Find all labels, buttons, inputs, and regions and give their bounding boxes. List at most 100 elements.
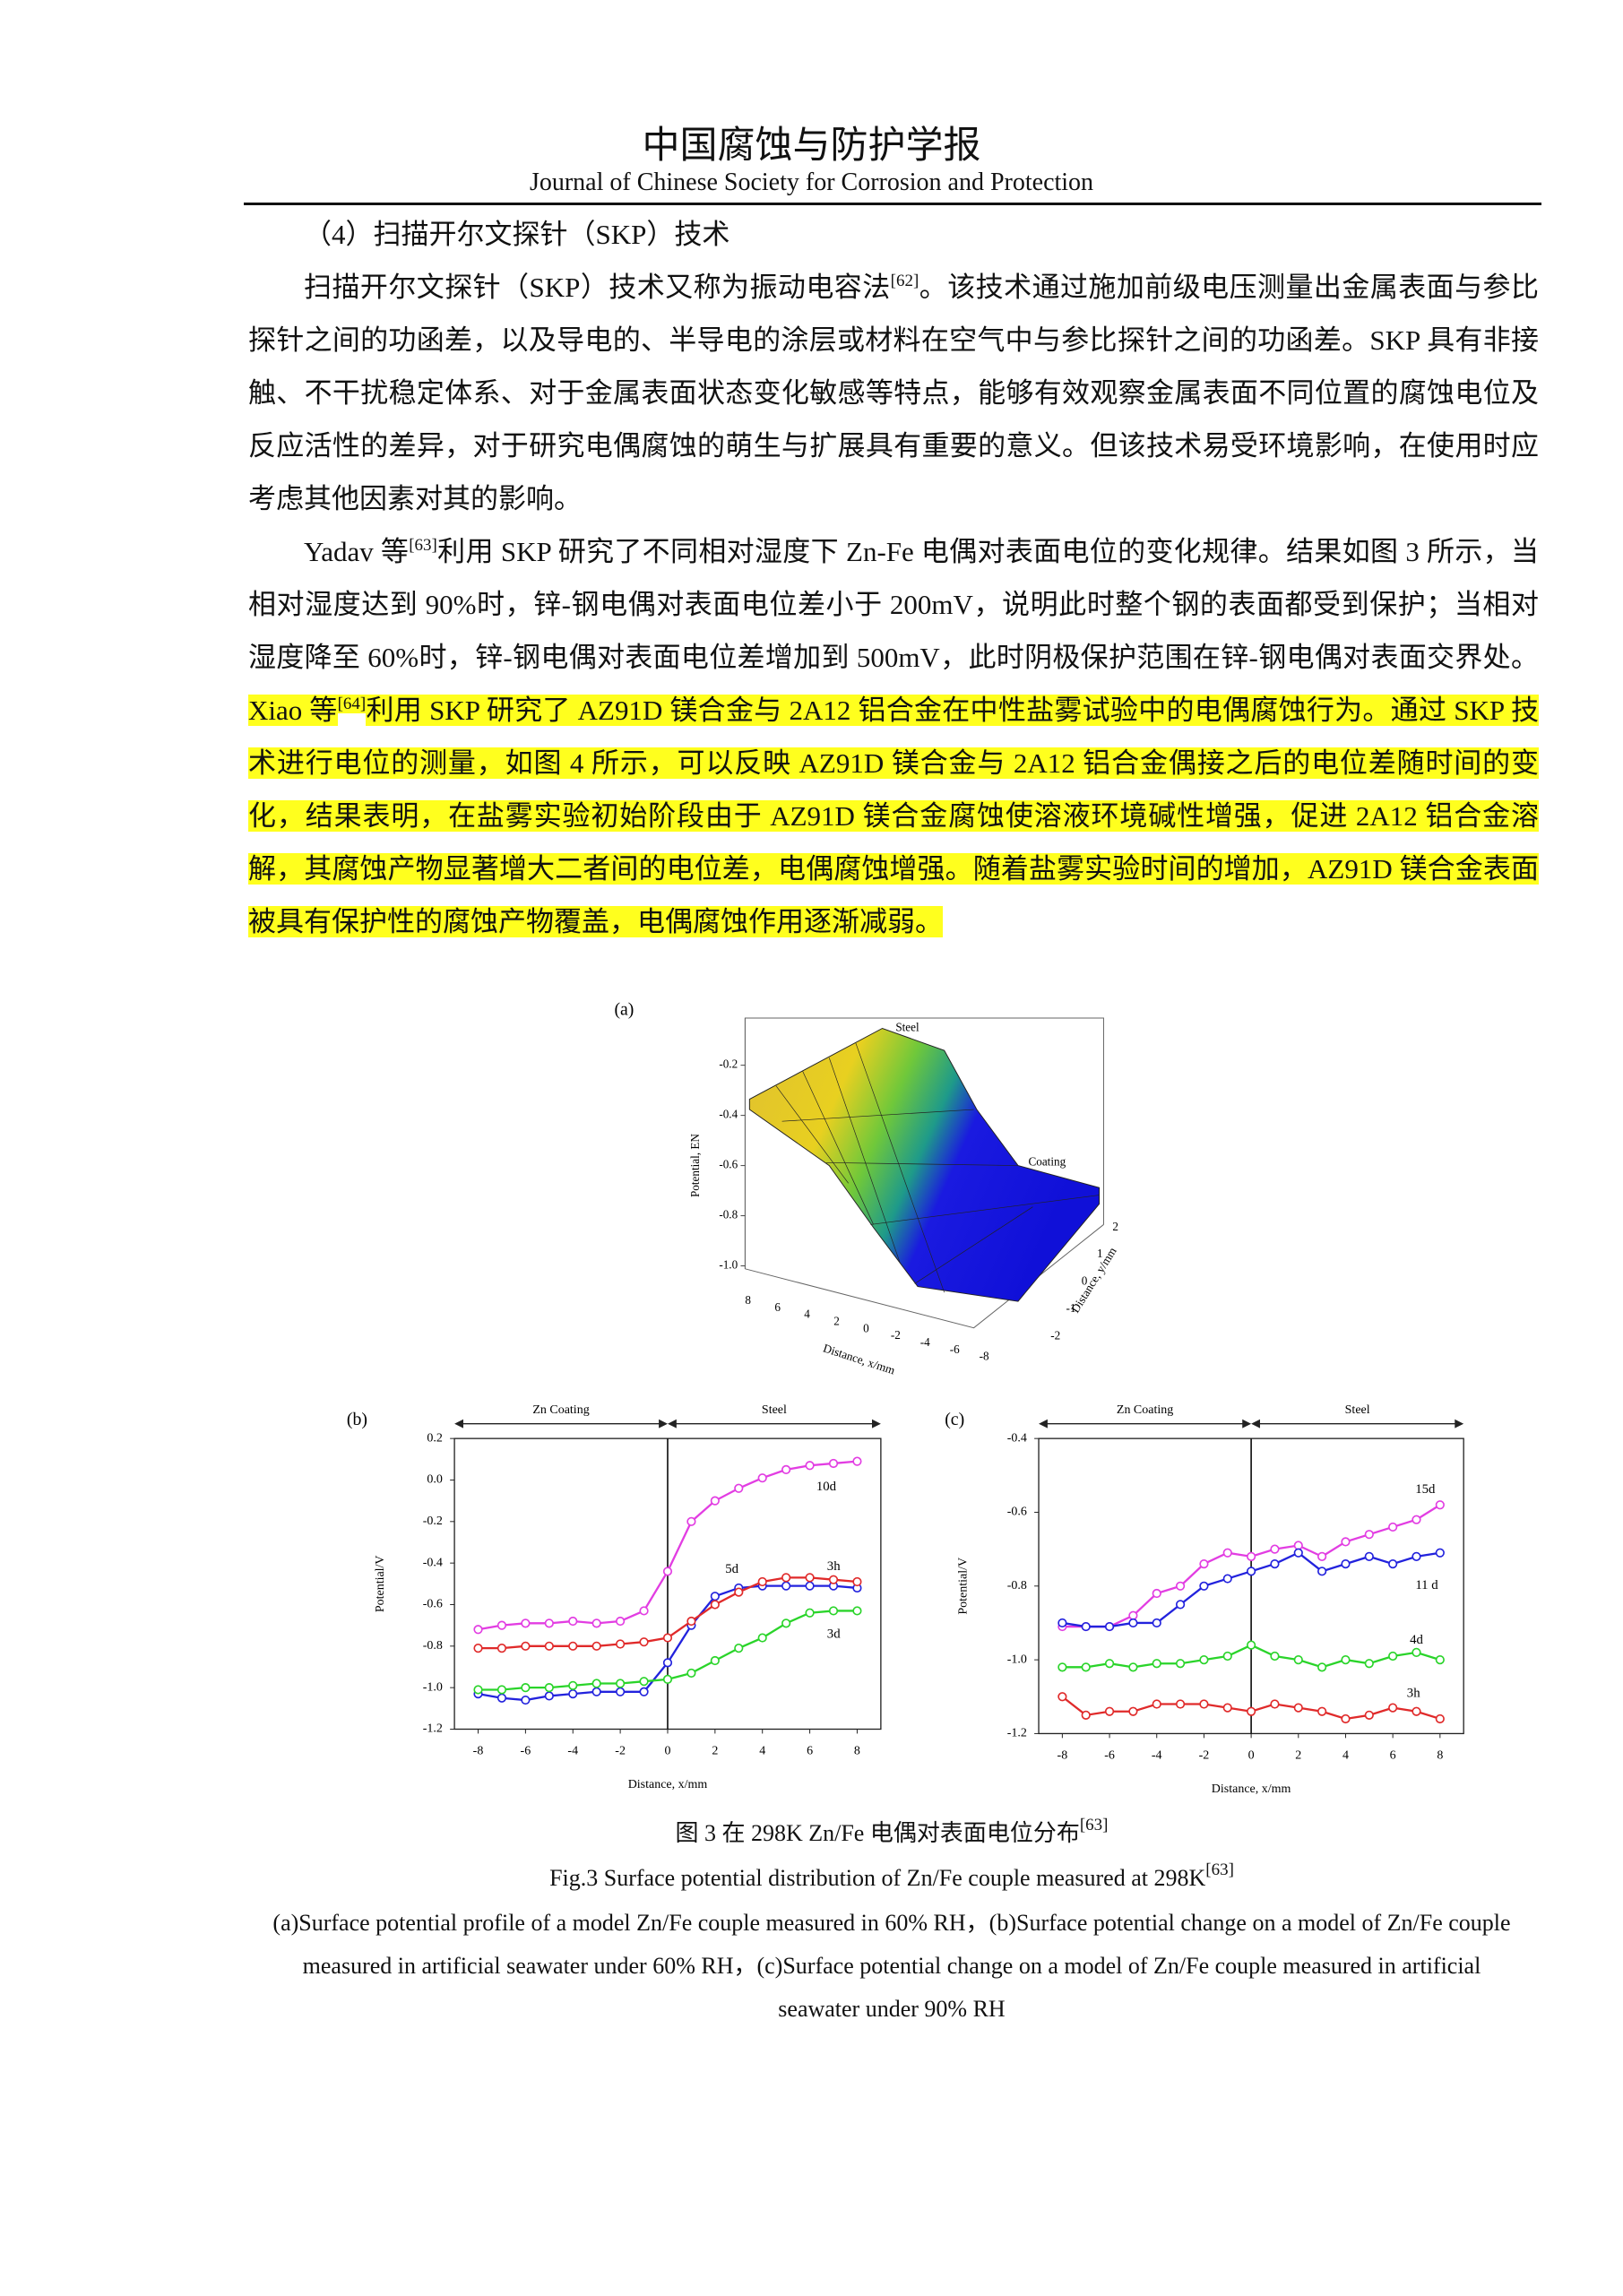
x-tick-label: 0 [863, 1321, 869, 1334]
data-point [1246, 1567, 1256, 1576]
paragraph: Yadav 等[63]利用 SKP 研究了不同相对湿度下 Zn-Fe 电偶对表面… [248, 525, 1539, 948]
data-point [1341, 1558, 1351, 1569]
x-tick-label: 0 [664, 1744, 670, 1757]
data-point [1058, 1618, 1067, 1628]
data-point [1293, 1655, 1303, 1665]
x-tick-label: 6 [807, 1744, 813, 1757]
data-point [828, 1575, 839, 1584]
x-tick-label: 6 [1390, 1748, 1396, 1762]
data-point [686, 1616, 696, 1627]
series-label: 3d [827, 1627, 841, 1642]
x-axis-label: Distance, x/mm [822, 1341, 898, 1377]
y-tick-label: -1.2 [423, 1722, 443, 1736]
y-tick-label: -1.0 [1007, 1653, 1027, 1666]
text-run: [64] [337, 695, 367, 713]
series-label: 15d [1415, 1482, 1436, 1497]
x-tick-label: 8 [1437, 1748, 1443, 1762]
series-label: 3h [827, 1559, 841, 1574]
region-label: Zn Coating [532, 1403, 589, 1417]
y-tick-label: 0 [1082, 1274, 1088, 1288]
data-point [1317, 1662, 1327, 1672]
data-point [1388, 1703, 1398, 1713]
x-axis-label: Distance, x/mm [628, 1778, 708, 1791]
y-tick-label: 1 [1097, 1247, 1103, 1260]
y-tick-label: -0.6 [1007, 1506, 1027, 1519]
data-point [1104, 1706, 1115, 1716]
data-point [1435, 1655, 1445, 1665]
data-point [781, 1573, 791, 1583]
data-point [591, 1641, 601, 1651]
data-point [1317, 1567, 1327, 1576]
y-tick-label: -0.2 [423, 1515, 443, 1528]
series-label: 4d [1410, 1633, 1423, 1647]
data-point [1293, 1548, 1303, 1558]
region-label: Zn Coating [1117, 1403, 1173, 1417]
data-point [616, 1616, 626, 1627]
x-tick-label: -6 [1104, 1748, 1115, 1762]
x-tick-label: -4 [567, 1744, 578, 1757]
data-point [1435, 1548, 1445, 1558]
x-tick-label: 4 [759, 1744, 765, 1757]
text-run: 利用 SKP 研究了不同相对湿度下 Zn-Fe 电偶对表面电位的变化规律。结果如… [248, 536, 1539, 673]
data-point [1270, 1699, 1280, 1709]
x-tick-label: -4 [920, 1335, 930, 1349]
data-point [521, 1618, 531, 1628]
y-axis-label: Potential/V [374, 1555, 387, 1612]
data-point [473, 1685, 483, 1695]
y-axis-label: Distance, y/mm [1068, 1244, 1119, 1315]
data-point [1199, 1558, 1209, 1569]
data-point [686, 1516, 696, 1526]
data-point [662, 1658, 673, 1668]
data-point [1081, 1621, 1091, 1632]
x-tick-label: -2 [1199, 1748, 1210, 1762]
data-point [781, 1464, 791, 1475]
annotation: Coating [1029, 1154, 1066, 1168]
panel-label: (a) [614, 999, 634, 1019]
data-point [805, 1461, 815, 1471]
data-point [1058, 1662, 1067, 1672]
data-point [591, 1687, 601, 1696]
region-label: Steel [762, 1403, 787, 1417]
text-run: [63] [409, 536, 437, 555]
data-point [496, 1693, 507, 1703]
x-tick-label: 8 [745, 1293, 751, 1307]
x-tick-label: -6 [521, 1744, 531, 1757]
x-tick-label: -6 [950, 1342, 960, 1356]
data-point [1058, 1692, 1067, 1702]
region-label: Steel [1345, 1403, 1370, 1417]
text-run: 图 3 在 298K Zn/Fe 电偶对表面电位分布 [675, 1820, 1080, 1846]
caption-en: Fig.3 Surface potential distribution of … [264, 1857, 1519, 1900]
data-point [496, 1644, 507, 1653]
annotation: Steel [895, 1020, 919, 1033]
data-point [591, 1679, 601, 1688]
surface-plot [744, 1017, 1104, 1329]
data-point [544, 1683, 554, 1693]
surface [748, 1027, 1101, 1302]
data-point [1246, 1640, 1256, 1650]
journal-subtitle: Journal of Chinese Society for Corrosion… [529, 168, 1094, 196]
data-point [639, 1677, 649, 1687]
paragraph: 扫描开尔文探针（SKP）技术又称为振动电容法[62]。该技术通过施加前级电压测量… [248, 261, 1539, 525]
data-point [734, 1587, 744, 1597]
y-tick-label: -1.2 [1007, 1727, 1027, 1740]
data-point [616, 1687, 626, 1696]
data-point [710, 1592, 720, 1601]
data-point [496, 1685, 507, 1695]
data-point [805, 1581, 815, 1591]
series-label: 3h [1407, 1686, 1420, 1700]
data-point [1435, 1500, 1445, 1510]
y-tick-label: -0.8 [423, 1639, 443, 1653]
text-run: [63] [1205, 1860, 1234, 1879]
z-axis-label: Potential, EN [688, 1134, 702, 1197]
data-point [1293, 1541, 1303, 1550]
y-tick-label: -1 [1066, 1301, 1075, 1315]
x-tick-label: 2 [833, 1315, 840, 1328]
data-point [828, 1606, 839, 1616]
body-text: （4）扫描开尔文探针（SKP）技术 扫描开尔文探针（SKP）技术又称为振动电容法… [248, 208, 1539, 948]
data-point [1175, 1600, 1186, 1610]
y-tick-label: 2 [1112, 1220, 1118, 1233]
data-point [639, 1606, 649, 1616]
y-tick-label: -0.4 [1007, 1431, 1027, 1445]
data-point [1246, 1706, 1256, 1716]
